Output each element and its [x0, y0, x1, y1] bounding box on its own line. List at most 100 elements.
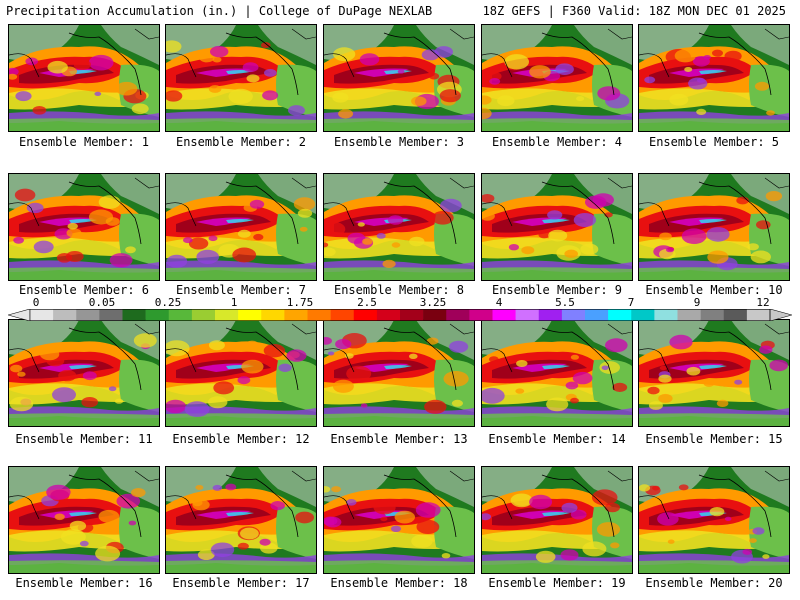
ensemble-member-label: Ensemble Member: 20	[645, 576, 783, 590]
colorbar-segment	[585, 309, 609, 321]
precipitation-map	[639, 174, 789, 280]
ensemble-member-label: Ensemble Member: 7	[175, 283, 307, 297]
colorbar-tick-label: 0.05	[88, 296, 116, 309]
ensemble-member-label: Ensemble Member: 16	[15, 576, 153, 590]
colorbar-tick-label: 0.25	[154, 296, 182, 309]
ensemble-map-panel	[323, 466, 475, 574]
colorbar-tick-label: 1	[230, 296, 238, 309]
colorbar-segment	[746, 309, 771, 321]
precipitation-map	[166, 25, 316, 131]
colorbar-segment	[654, 309, 678, 321]
colorbar-segment	[238, 309, 262, 321]
colorbar-segment	[469, 309, 493, 321]
colorbar-segment	[515, 309, 540, 321]
precipitation-map	[482, 467, 632, 573]
colorbar-segment	[145, 309, 170, 321]
colorbar-tick-label: 12	[756, 296, 770, 309]
colorbar-segment	[122, 309, 146, 321]
colorbar-tick-label: 0	[32, 296, 40, 309]
ensemble-map-panel	[481, 24, 633, 132]
precipitation-map	[482, 25, 632, 131]
ensemble-map-panel	[8, 466, 160, 574]
colorbar-min-arrow	[8, 309, 31, 321]
ensemble-member-label: Ensemble Member: 18	[330, 576, 468, 590]
colorbar-outline	[29, 309, 771, 321]
ensemble-member-label: Ensemble Member: 6	[18, 283, 150, 297]
colorbar-segment	[561, 309, 586, 321]
ensemble-member-label: Ensemble Member: 9	[491, 283, 623, 297]
colorbar-tick-label: 1.75	[286, 296, 314, 309]
ensemble-member-label: Ensemble Member: 1	[18, 135, 150, 149]
ensemble-map-panel	[8, 319, 160, 427]
ensemble-member-label: Ensemble Member: 3	[333, 135, 465, 149]
colorbar-segment	[30, 309, 54, 321]
precipitation-map	[9, 25, 159, 131]
ensemble-member-label: Ensemble Member: 15	[645, 432, 783, 446]
ensemble-map-panel	[165, 319, 317, 427]
precipitation-map	[639, 467, 789, 573]
colorbar-tick-label: 7	[627, 296, 635, 309]
colorbar-max-arrow	[769, 309, 792, 321]
colorbar-segment	[423, 309, 447, 321]
ensemble-map-panel	[165, 24, 317, 132]
precipitation-map	[166, 467, 316, 573]
colorbar-segment	[376, 309, 401, 321]
precipitation-map	[166, 174, 316, 280]
colorbar-segment	[76, 309, 100, 321]
colorbar-tick-label: 3.25	[419, 296, 447, 309]
ensemble-map-panel	[165, 173, 317, 281]
colorbar-segment	[53, 309, 77, 321]
colorbar-segment	[631, 309, 655, 321]
ensemble-member-label: Ensemble Member: 2	[175, 135, 307, 149]
colorbar-segment	[538, 309, 563, 321]
colorbar-segment	[677, 309, 701, 321]
ensemble-map-panel	[638, 466, 790, 574]
colorbar-segment	[723, 309, 748, 321]
colorbar-segment	[261, 309, 285, 321]
ensemble-map-panel	[481, 173, 633, 281]
precipitation-map	[166, 320, 316, 426]
ensemble-member-label: Ensemble Member: 19	[488, 576, 626, 590]
precipitation-map	[482, 174, 632, 280]
ensemble-map-panel	[165, 466, 317, 574]
precipitation-map	[639, 320, 789, 426]
ensemble-member-label: Ensemble Member: 5	[648, 135, 780, 149]
ensemble-member-label: Ensemble Member: 8	[333, 283, 465, 297]
colorbar-segment	[700, 309, 725, 321]
ensemble-map-panel	[638, 319, 790, 427]
colorbar-segment	[99, 309, 123, 321]
ensemble-map-panel	[638, 173, 790, 281]
ensemble-member-label: Ensemble Member: 4	[491, 135, 623, 149]
ensemble-map-panel	[8, 24, 160, 132]
colorbar-segment	[492, 309, 516, 321]
ensemble-member-label: Ensemble Member: 12	[172, 432, 310, 446]
ensemble-member-label: Ensemble Member: 10	[645, 283, 783, 297]
colorbar-tick-label: 4	[495, 296, 503, 309]
colorbar-segment	[307, 309, 331, 321]
valid-time-label: 18Z GEFS | F360 Valid: 18Z MON DEC 01 20…	[482, 4, 786, 18]
colorbar-tick-label: 9	[693, 296, 701, 309]
ensemble-member-label: Ensemble Member: 14	[488, 432, 626, 446]
colorbar-segment	[446, 309, 470, 321]
ensemble-map-panel	[323, 24, 475, 132]
precipitation-map	[9, 174, 159, 280]
ensemble-map-panel	[481, 466, 633, 574]
precipitation-map	[324, 320, 474, 426]
ensemble-member-label: Ensemble Member: 17	[172, 576, 310, 590]
colorbar-segment	[400, 309, 424, 321]
colorbar-tick-label: 5.5	[555, 296, 575, 309]
precipitation-map	[639, 25, 789, 131]
precipitation-map	[9, 320, 159, 426]
ensemble-map-panel	[323, 319, 475, 427]
ensemble-map-panel	[481, 319, 633, 427]
colorbar-segment	[330, 309, 355, 321]
colorbar-segment	[191, 309, 216, 321]
precipitation-colorbar	[8, 309, 792, 321]
ensemble-map-panel	[8, 173, 160, 281]
colorbar-segment	[284, 309, 308, 321]
precipitation-map	[324, 174, 474, 280]
ensemble-member-label: Ensemble Member: 13	[330, 432, 468, 446]
precipitation-map	[9, 467, 159, 573]
colorbar-segment	[353, 309, 378, 321]
precipitation-map	[324, 25, 474, 131]
